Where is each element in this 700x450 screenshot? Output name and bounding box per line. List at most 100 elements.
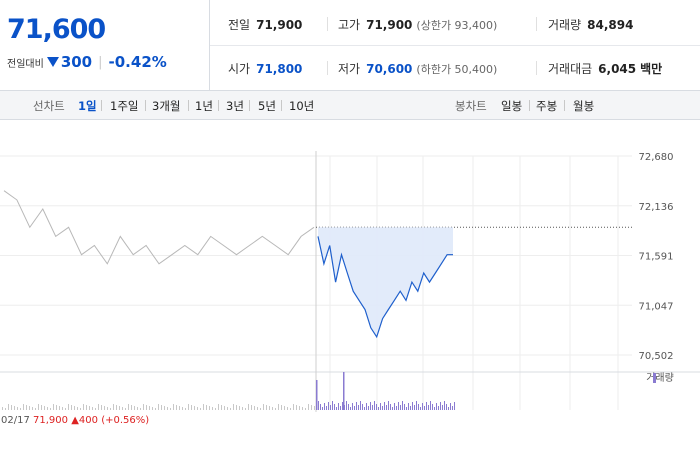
volume-bar [408, 403, 409, 410]
volume-bar [161, 405, 162, 410]
volume-bar [137, 407, 138, 410]
volume-bar [266, 405, 267, 410]
y-tick-label: 72,680 [639, 152, 674, 163]
volume-bar [320, 404, 321, 410]
volume-bar [314, 406, 315, 410]
volume-bar [418, 404, 419, 410]
volume-bar [416, 401, 417, 410]
volume-bar [278, 404, 279, 410]
volume-bar [209, 406, 210, 410]
volume-bar [116, 405, 117, 410]
volume-bar [185, 408, 186, 410]
volume-bar [302, 407, 303, 410]
volume-bar [260, 408, 261, 410]
volume-bar [334, 404, 335, 410]
volume-bar [366, 403, 367, 410]
volume-bar [71, 405, 72, 410]
volume-bar [414, 405, 415, 410]
volume-bar [322, 407, 323, 410]
volume-bar [203, 404, 204, 410]
volume-bar [293, 404, 294, 410]
volume-bar [340, 406, 341, 410]
today-area-fill [318, 227, 453, 337]
volume-bar [324, 403, 325, 410]
volume-bar [284, 406, 285, 410]
volume-bar [436, 403, 437, 410]
volume-bar [402, 401, 403, 410]
y-tick-label: 72,136 [639, 202, 674, 213]
tab-3year[interactable]: 3년 [226, 99, 244, 113]
volume-bar [343, 372, 345, 410]
volume-legend-swatch [653, 373, 656, 383]
volume-bar [158, 404, 159, 410]
volume-bar [380, 403, 381, 410]
volume-bar [140, 408, 141, 410]
tab-1day[interactable]: 1일 [78, 99, 97, 113]
volume-bar [388, 401, 389, 410]
volume-bar [212, 407, 213, 410]
tab-5year[interactable]: 5년 [258, 99, 276, 113]
volume-bar [128, 404, 129, 410]
volume-bar [239, 406, 240, 410]
volume-bar [125, 408, 126, 410]
volume-bar [311, 405, 312, 410]
volume-bar [218, 404, 219, 410]
volume-bar [305, 408, 306, 410]
volume-bar [17, 407, 18, 410]
day-low: 저가 70,600 (하한가 50,400) [338, 62, 498, 76]
volume-bar [146, 405, 147, 410]
tab-daily-candle[interactable]: 일봉 [501, 99, 523, 113]
volume-bar [227, 407, 228, 410]
tab-1week[interactable]: 1주일 [110, 99, 139, 113]
volume-bar [173, 404, 174, 410]
volume-bar [197, 407, 198, 410]
volume-bar [113, 404, 114, 410]
tab-1year[interactable]: 1년 [195, 99, 213, 113]
volume-bar [74, 406, 75, 410]
volume-bar [356, 402, 357, 410]
volume-bar [143, 404, 144, 410]
volume-bar [406, 407, 407, 410]
tab-weekly-candle[interactable]: 주봉 [536, 99, 558, 113]
volume-bar [384, 402, 385, 410]
open-price: 시가 71,800 [228, 62, 303, 76]
volume-bar [119, 406, 120, 410]
volume-bar [179, 406, 180, 410]
volume-bar [316, 380, 318, 410]
y-tick-label: 71,591 [639, 252, 674, 263]
today-area [318, 227, 453, 337]
up-arrow-icon: ▲ [71, 415, 79, 426]
volume-bar [446, 404, 447, 410]
tab-3month[interactable]: 3개월 [152, 99, 181, 113]
volume-bar [155, 408, 156, 410]
info-divider [210, 45, 700, 46]
prev-day-summary: 02/17 71,900 ▲400 (+0.56%) [1, 415, 150, 426]
volume-bar [221, 405, 222, 410]
volume-bar [410, 406, 411, 410]
volume-bar [122, 407, 123, 410]
volume-bar [290, 408, 291, 410]
change-row: 전일대비 300 | -0.42% [7, 53, 167, 71]
volume-bar [107, 407, 108, 410]
volume-bar [374, 401, 375, 410]
down-arrow-icon [46, 57, 59, 67]
volume-bar [131, 405, 132, 410]
volume-bar [444, 401, 445, 410]
volume-bar [230, 408, 231, 410]
tab-10year[interactable]: 10년 [289, 99, 315, 113]
tab-monthly-candle[interactable]: 월봉 [573, 99, 595, 113]
volume-bar [233, 404, 234, 410]
volume-bar [245, 408, 246, 410]
volume-legend: 거래량 [646, 372, 674, 384]
volume-bar [412, 402, 413, 410]
volume-bar [80, 408, 81, 410]
volume-bar [167, 407, 168, 410]
volume-bar [86, 405, 87, 410]
change-percent: -0.42% [108, 53, 167, 71]
prev-close: 전일 71,900 [228, 18, 303, 32]
volume-bar [422, 403, 423, 410]
volume-bar [442, 405, 443, 410]
volume-bar [104, 406, 105, 410]
volume-bar [281, 405, 282, 410]
